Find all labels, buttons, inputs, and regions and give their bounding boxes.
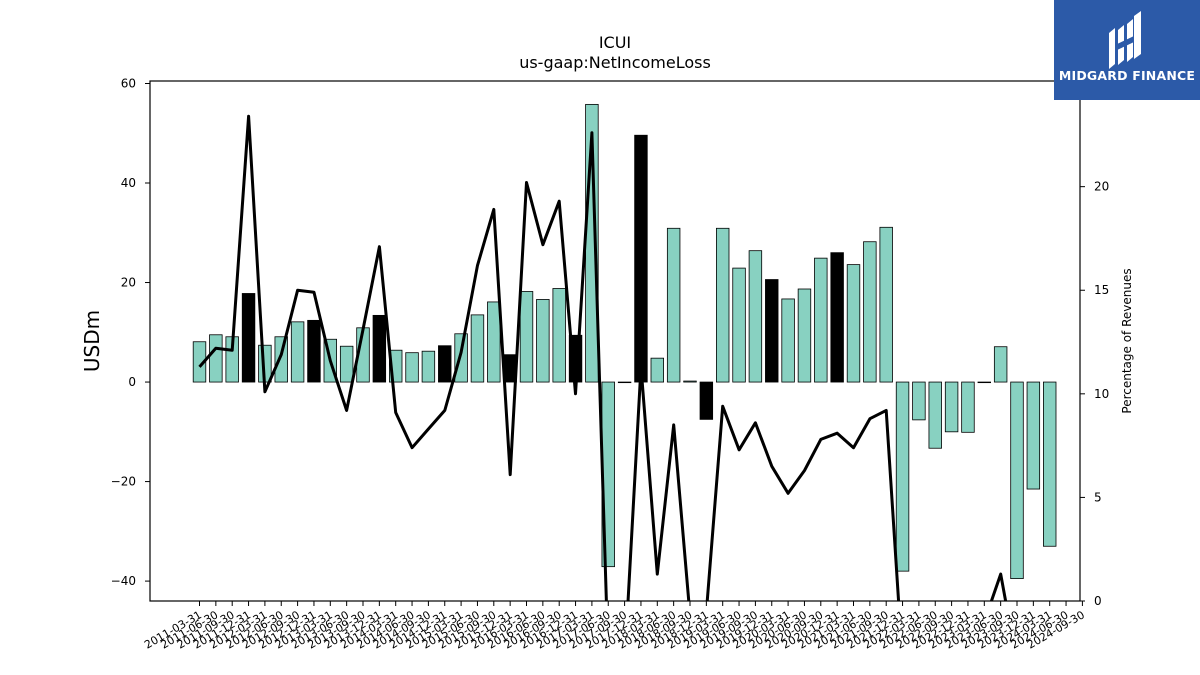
bar-2011-06-30 [209,334,223,383]
bar-2014-12-31 [438,345,452,383]
bar-2023-03-31 [977,381,992,384]
bar-2015-06-30 [470,314,485,383]
percentage-of-revenues-line [198,114,1008,601]
bar-2020-09-30 [814,257,828,383]
bar-2014-06-30 [405,352,419,383]
bar-2021-06-30 [863,241,877,383]
bar-2018-12-31 [699,381,714,420]
bar-2021-12-31 [895,381,910,572]
bar-2012-06-30 [274,336,288,383]
bar-2019-03-31 [716,227,730,383]
bar-2023-06-30 [993,346,1008,383]
bar-2013-12-31 [372,314,387,383]
bar-2017-12-31 [634,134,648,383]
y-tick-label: 40 [121,176,136,190]
bar-2022-06-30 [928,381,942,449]
bar-2014-09-30 [421,350,436,383]
bar-2020-03-31 [781,298,795,383]
bar-2021-03-31 [846,264,861,383]
line-layer [198,114,1008,601]
bar-2012-12-31 [307,319,321,383]
y-tick-label: 20 [121,276,136,290]
y-axis-left: −40 −20 0 20 40 60 [111,76,150,588]
x-axis: 2011-03-312011-06-302011-09-302011-12-31… [142,601,1087,652]
bar-2019-09-30 [748,250,763,383]
logo-mark-icon [1109,11,1141,69]
bar-2018-03-31 [650,357,665,383]
y2-tick-label: 20 [1094,180,1109,194]
midgard-finance-logo: MIDGARD FINANCE [1054,0,1200,100]
bar-2020-12-31 [830,252,844,383]
y2-tick-label: 0 [1094,594,1102,608]
y2-tick-label: 10 [1094,387,1109,401]
bar-2013-06-30 [339,345,354,383]
bar-2016-09-30 [552,288,566,383]
bar-2018-06-30 [666,227,681,383]
bar-2022-12-31 [961,381,975,433]
plot-area-frame [149,80,1081,602]
bar-2015-09-30 [487,301,501,383]
y-tick-label: 0 [128,375,136,389]
bar-2024-03-31 [1043,381,1057,547]
chart-title: ICUI [599,33,631,52]
y-tick-label: 60 [121,76,136,90]
bar-2022-03-31 [912,381,926,421]
bar-2020-06-30 [797,288,812,383]
bar-2016-06-30 [536,299,550,383]
bar-2017-09-30 [617,381,632,384]
logo-text: MIDGARD FINANCE [1058,68,1196,83]
y-axis-right: 0 5 10 15 20 [1080,180,1109,608]
bar-2019-12-31 [765,279,779,383]
bar-layer [192,103,1057,580]
y2-tick-label: 5 [1094,490,1102,504]
bar-2023-09-30 [1010,381,1024,580]
bar-2011-12-31 [241,293,256,383]
bar-2012-09-30 [290,321,305,383]
bar-2022-09-30 [944,381,959,433]
y2-tick-label: 15 [1094,283,1109,297]
bar-2016-03-31 [519,291,534,383]
y-tick-label: −40 [111,574,136,588]
bar-2018-09-30 [683,380,697,383]
bar-2021-09-30 [879,226,893,383]
bar-2019-06-30 [732,267,746,383]
chart-subtitle: us-gaap:NetIncomeLoss [519,53,711,72]
y2-axis-label: Percentage of Revenues [1120,268,1134,413]
y-axis-label: USDm [80,310,104,372]
y-tick-label: −20 [111,475,136,489]
bar-2023-12-31 [1026,381,1041,490]
